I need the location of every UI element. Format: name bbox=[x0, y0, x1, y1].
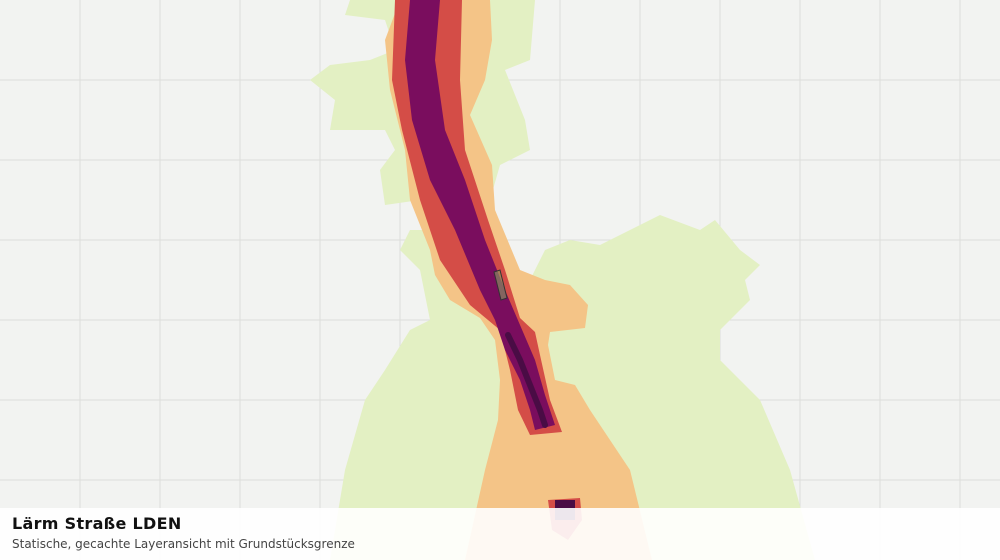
parcel-boundary bbox=[493, 269, 508, 301]
info-panel: Lärm Straße LDEN Statische, gecachte Lay… bbox=[0, 508, 1000, 560]
layer-title: Lärm Straße LDEN bbox=[12, 514, 182, 533]
noise-core bbox=[505, 332, 548, 428]
layer-subtitle: Statische, gecachte Layeransicht mit Gru… bbox=[12, 537, 355, 551]
noise-zone-very-high bbox=[405, 0, 555, 430]
